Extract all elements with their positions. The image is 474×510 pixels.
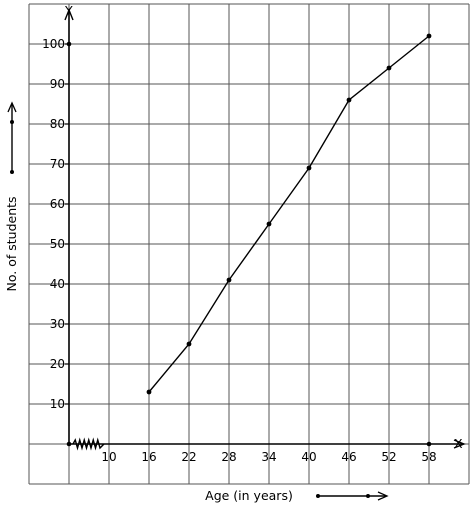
x-tick-label: 28 bbox=[221, 450, 236, 464]
data-point bbox=[346, 97, 352, 103]
series-line bbox=[148, 35, 430, 393]
origin-dot bbox=[66, 441, 72, 447]
y-axis-arrowhead bbox=[64, 8, 74, 21]
y-tick-label: 20 bbox=[50, 357, 65, 371]
chart-series bbox=[146, 33, 432, 395]
x-axis-arrowhead bbox=[453, 439, 466, 449]
chart-labels: X Y Age (in years) No. of students bbox=[4, 3, 463, 503]
x-tick-label: 22 bbox=[181, 450, 196, 464]
x-tick-label: 58 bbox=[421, 450, 436, 464]
y-tick-label: 30 bbox=[50, 317, 65, 331]
chart-axes: 10 20 30 40 50 60 70 80 90 100 10 16 22 28 34 40 46 52 58 bbox=[42, 8, 466, 464]
y-tick-label: 80 bbox=[50, 117, 65, 131]
data-point bbox=[426, 33, 432, 39]
y-tick-label: 70 bbox=[50, 157, 65, 171]
x-tick-label: 34 bbox=[261, 450, 276, 464]
x-tick-label: 10 bbox=[101, 450, 116, 464]
x-tick-label: 46 bbox=[341, 450, 356, 464]
y-tick-label: 100 bbox=[42, 37, 65, 51]
x-direction-dot bbox=[366, 494, 370, 498]
x-axis-label: Age (in years) bbox=[205, 488, 293, 503]
data-point bbox=[186, 341, 192, 347]
y-tick-label: 10 bbox=[50, 397, 65, 411]
x-tick-label: 52 bbox=[381, 450, 396, 464]
data-point bbox=[386, 65, 392, 71]
chart-grid bbox=[28, 3, 470, 485]
x-axis-break bbox=[72, 437, 105, 451]
data-point bbox=[226, 277, 232, 283]
data-point bbox=[266, 221, 272, 227]
y-direction-dot bbox=[10, 120, 14, 124]
data-point bbox=[146, 389, 152, 395]
x-axis-letter: X bbox=[454, 436, 463, 451]
y-axis-letter: Y bbox=[64, 3, 73, 18]
y-tick-label: 60 bbox=[50, 197, 65, 211]
y-axis-label: No. of students bbox=[4, 196, 19, 291]
x-direction-arrowhead bbox=[377, 491, 389, 501]
x-direction-dot bbox=[316, 494, 320, 498]
y-tick-label: 90 bbox=[50, 77, 65, 91]
x-tick-label: 40 bbox=[301, 450, 316, 464]
data-point bbox=[306, 165, 312, 171]
x-axis-end-dot bbox=[426, 441, 432, 447]
y-direction-dot bbox=[10, 170, 14, 174]
y-tick-label: 40 bbox=[50, 277, 65, 291]
x-tick-label: 16 bbox=[141, 450, 156, 464]
y-direction-arrowhead bbox=[7, 101, 17, 113]
y-tick-label: 50 bbox=[50, 237, 65, 251]
